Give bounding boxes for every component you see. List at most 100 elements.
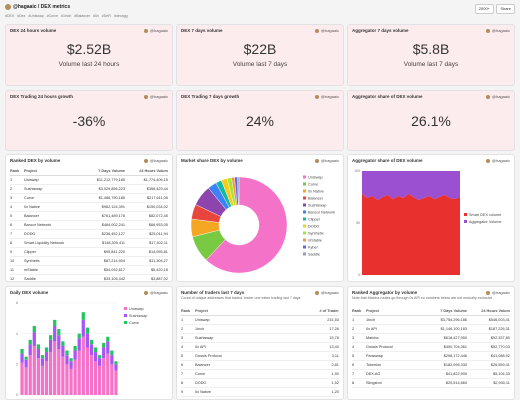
table-cell: Balancer <box>24 214 39 218</box>
bar-segment <box>102 347 106 359</box>
card-subtitle: Count of unique addresses that traded, t… <box>181 296 301 300</box>
card: Ranked DEX by volume @hagaaic Rank Project 7… <box>5 154 173 282</box>
table-cell: 10 <box>10 259 15 263</box>
table-cell: 5 <box>352 354 355 358</box>
table-header: Rank Project # of Traders <box>181 307 339 316</box>
legend-label: Curve <box>129 321 139 325</box>
bar-segment <box>48 352 53 395</box>
table-cell: 1,522 <box>331 381 339 385</box>
bar-segment <box>36 358 41 395</box>
legend-label: mStable <box>308 238 322 242</box>
bar-segment <box>89 355 94 395</box>
table-cell: 0x Native <box>24 205 40 209</box>
y-tick-label: 0 <box>16 393 18 397</box>
bar-segment <box>57 329 61 336</box>
card-owner: @hagaaic <box>486 28 510 33</box>
bar-segment <box>48 339 53 353</box>
table-cell: 9 <box>181 390 184 394</box>
table-cell: 17,263 <box>329 327 339 331</box>
card-title: DEX 7 days volume <box>181 28 223 33</box>
card: DEX Trading 24 hours growth @hagaaic -36% <box>5 90 173 151</box>
legend-label: Smart DEX volume <box>469 213 501 217</box>
card: Aggregator 7 days volume @hagaaic $5.8B Vol… <box>347 24 515 86</box>
pie-slice <box>237 176 240 206</box>
card-owner: @hagaaic <box>144 94 168 99</box>
table-cell: 1 <box>10 178 13 182</box>
table-cell: 5 <box>181 354 184 358</box>
table-row: 4 0x API 13,402 <box>181 343 339 352</box>
table-cell: Clipper <box>24 250 37 254</box>
table-cell: Tokenlon <box>366 363 382 367</box>
card: Ranked Aggregator by volume @hagaaic Note … <box>347 286 515 400</box>
card-title: Aggregator 7 days volume <box>352 28 409 33</box>
table-cell: 7 <box>10 232 13 236</box>
stars-button[interactable]: 2000+ <box>474 4 494 14</box>
card-title: DEX Trading 24 hours growth <box>10 94 74 99</box>
table-cell: $5,104,337 <box>492 372 510 376</box>
bar-segment <box>102 342 106 348</box>
table-cell: $11,212,779,165 <box>96 178 125 182</box>
legend-label: DODO <box>308 224 319 228</box>
counter-value: 24% <box>245 113 275 129</box>
card-title: DEX 24 hours volume <box>10 28 57 33</box>
column-header: 24 Hours Volume <box>481 309 510 313</box>
card: DEX 7 days volume @hagaaic $22B Volume last… <box>176 24 344 86</box>
legend-swatch <box>464 220 467 223</box>
column-header: 7 Days Volume <box>98 169 125 173</box>
table-cell: DODO <box>24 232 36 236</box>
table-cell: 0x API <box>195 345 206 349</box>
table-row: 12 Saddle $33,105,442 $3,887,021 <box>10 275 168 281</box>
y-tick-label: 6 <box>16 301 18 305</box>
bar-segment <box>81 312 85 320</box>
bar-segment <box>20 362 24 395</box>
table-cell: $87,214,904 <box>103 259 125 263</box>
table-cell: Gnosis Protocol <box>195 354 222 358</box>
bar-segment <box>77 338 81 351</box>
bar-segment <box>65 355 69 365</box>
table-cell: $1,486,790,185 <box>98 196 125 200</box>
table-cell: Synthetix <box>24 259 40 263</box>
table-row: 4 0x Native $962,124,391 $150,034,025 <box>10 203 168 212</box>
card-title: Aggregator share of DEX volume <box>352 94 423 99</box>
table: Rank Project 7 Days Volume 24 Hours Volume 1… <box>10 167 168 281</box>
table-cell: $761,489,178 <box>101 214 125 218</box>
table-cell: 2 <box>181 327 184 331</box>
share-button[interactable]: Share <box>496 4 515 14</box>
tag: #0x <box>93 14 99 18</box>
bar-segment <box>85 327 90 334</box>
bar-segment <box>28 344 32 356</box>
table-row: 1 1inch $3,754,296,186 $546,003,415 <box>352 316 510 325</box>
legend-label: Sushiswap <box>129 314 147 318</box>
table-cell: Curve <box>24 196 35 200</box>
legend-swatch <box>303 217 306 221</box>
table-cell: $17,402,115 <box>149 241 168 245</box>
table-cell: $150,034,025 <box>146 205 168 209</box>
legend-label: Curve <box>308 182 318 186</box>
table-cell: 4 <box>181 345 184 349</box>
card: DEX Trading 7 days growth @hagaaic 24% <box>176 90 344 151</box>
table-cell: 6 <box>352 363 355 367</box>
legend-swatch <box>303 189 306 193</box>
table-cell: $82,072,458 <box>148 214 168 218</box>
card-title: Number of traders last 7 days <box>181 290 245 295</box>
table-cell: $3,754,296,186 <box>440 318 467 322</box>
table-cell: $182,095,330 <box>443 363 467 367</box>
card-title: Aggregator share of DEX volume <box>352 158 423 163</box>
card-subtitle: Note that Matcha routes go through 0x AP… <box>352 296 493 300</box>
legend-label: Aggregator Volume <box>469 220 502 224</box>
table-row: 2 Sushiswap $3,029,856,223 $356,429,443 <box>10 185 168 194</box>
legend-swatch <box>124 321 127 324</box>
tag: #DEX <box>5 14 15 18</box>
bar-segment <box>85 347 90 395</box>
column-header: Project <box>24 169 37 173</box>
table-cell: Slingshot <box>366 381 382 385</box>
table-cell: Saddle <box>24 277 36 281</box>
table-cell: Sushiswap <box>195 336 214 340</box>
table-cell: 7 <box>181 372 184 376</box>
table-cell: 0x API <box>366 327 377 331</box>
table-cell: $52,770,035 <box>490 345 510 349</box>
bar-segment <box>24 359 28 368</box>
y-tick-label: 100 <box>354 169 360 173</box>
bar-segment <box>57 349 61 395</box>
counter-subtitle: Volume last 24 hours <box>58 61 120 68</box>
